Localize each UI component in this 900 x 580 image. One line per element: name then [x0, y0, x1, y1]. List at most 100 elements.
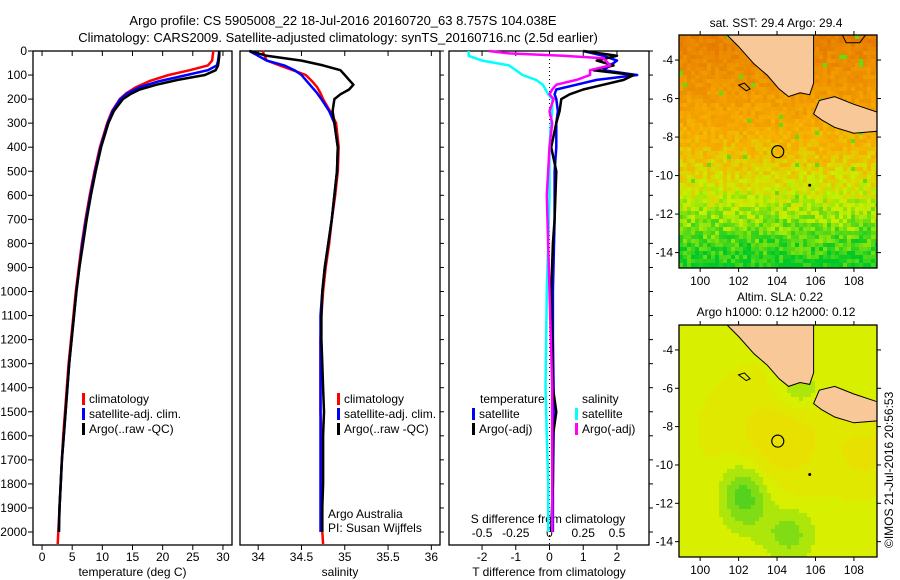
map-cell	[735, 103, 739, 107]
map-cell	[871, 179, 875, 183]
map-cell	[759, 139, 763, 143]
y-tick-label: 2000	[0, 525, 27, 539]
map-cell	[695, 163, 699, 167]
map-cell	[707, 239, 711, 243]
map-cell	[871, 195, 875, 199]
map-cell	[731, 127, 735, 131]
map-cell	[751, 433, 755, 437]
map-cell	[707, 223, 711, 227]
map-cell	[835, 39, 839, 43]
map-cell	[711, 453, 715, 457]
map-cell	[751, 263, 755, 267]
map-cell	[855, 227, 859, 231]
map-cell	[727, 219, 731, 223]
map-cell	[695, 123, 699, 127]
map-cell	[707, 179, 711, 183]
map-cell	[835, 263, 839, 267]
map-cell	[771, 187, 775, 191]
map-cell	[791, 385, 795, 389]
map-cell	[871, 131, 875, 135]
map-cell	[823, 247, 827, 251]
map-cell	[715, 465, 719, 469]
map-cell	[691, 51, 695, 55]
map-cell	[751, 203, 755, 207]
map-cell	[687, 325, 691, 329]
map-cell	[707, 103, 711, 107]
map-cell	[759, 167, 763, 171]
map-cell	[755, 111, 759, 115]
map-cell	[759, 187, 763, 191]
map-cell	[739, 255, 743, 259]
map-cell	[727, 211, 731, 215]
map-cell	[767, 429, 771, 433]
map-cell	[763, 151, 767, 155]
map-cell	[799, 449, 803, 453]
map-cell	[739, 163, 743, 167]
map-cell	[707, 325, 711, 329]
map-cell	[695, 349, 699, 353]
map-cell	[763, 501, 767, 505]
map-cell	[687, 115, 691, 119]
map-cell	[719, 441, 723, 445]
map-cell	[803, 147, 807, 151]
map-cell	[811, 211, 815, 215]
map-cell	[835, 35, 839, 39]
map-cell	[807, 139, 811, 143]
map-cell	[687, 239, 691, 243]
map-cell	[679, 131, 683, 135]
map-cell	[819, 171, 823, 175]
map-cell	[731, 461, 735, 465]
map-cell	[679, 139, 683, 143]
map-cell	[775, 135, 779, 139]
map-cell	[731, 385, 735, 389]
map-cell	[759, 361, 763, 365]
map-cell	[755, 207, 759, 211]
map-cell	[807, 215, 811, 219]
map-cell	[787, 259, 791, 263]
map-cell	[731, 151, 735, 155]
map-cell	[787, 167, 791, 171]
map-cell	[695, 103, 699, 107]
map-cell	[811, 135, 815, 139]
map-cell	[727, 131, 731, 135]
map-cell	[755, 361, 759, 365]
map-cell	[779, 223, 783, 227]
map-cell	[695, 497, 699, 501]
map-cell	[723, 263, 727, 267]
map-cell	[763, 457, 767, 461]
map-cell	[795, 227, 799, 231]
map-cell	[799, 219, 803, 223]
map-cell	[695, 421, 699, 425]
map-cell	[827, 207, 831, 211]
map-cell	[867, 79, 871, 83]
map-cell	[819, 43, 823, 47]
map-cell	[679, 111, 683, 115]
map-cell	[707, 87, 711, 91]
map-cell	[799, 159, 803, 163]
map-cell	[799, 103, 803, 107]
map-cell	[847, 87, 851, 91]
map-cell	[779, 247, 783, 251]
x-tick-label: 10	[96, 550, 110, 564]
map-cell	[679, 35, 683, 39]
map-cell	[743, 115, 747, 119]
map-cell	[695, 243, 699, 247]
map-cell	[791, 247, 795, 251]
map-cell	[743, 501, 747, 505]
map-cell	[783, 485, 787, 489]
map-cell	[747, 163, 751, 167]
map-cell	[759, 183, 763, 187]
map-cell	[839, 263, 843, 267]
map-cell	[747, 111, 751, 115]
map-cell	[711, 191, 715, 195]
map-cell	[731, 179, 735, 183]
map-cell	[811, 159, 815, 163]
map-cell	[723, 329, 727, 333]
map-cell	[795, 115, 799, 119]
map-cell	[835, 255, 839, 259]
map-cell	[811, 99, 815, 103]
map-cell	[691, 521, 695, 525]
map-cell	[687, 493, 691, 497]
map-cell	[719, 83, 723, 87]
